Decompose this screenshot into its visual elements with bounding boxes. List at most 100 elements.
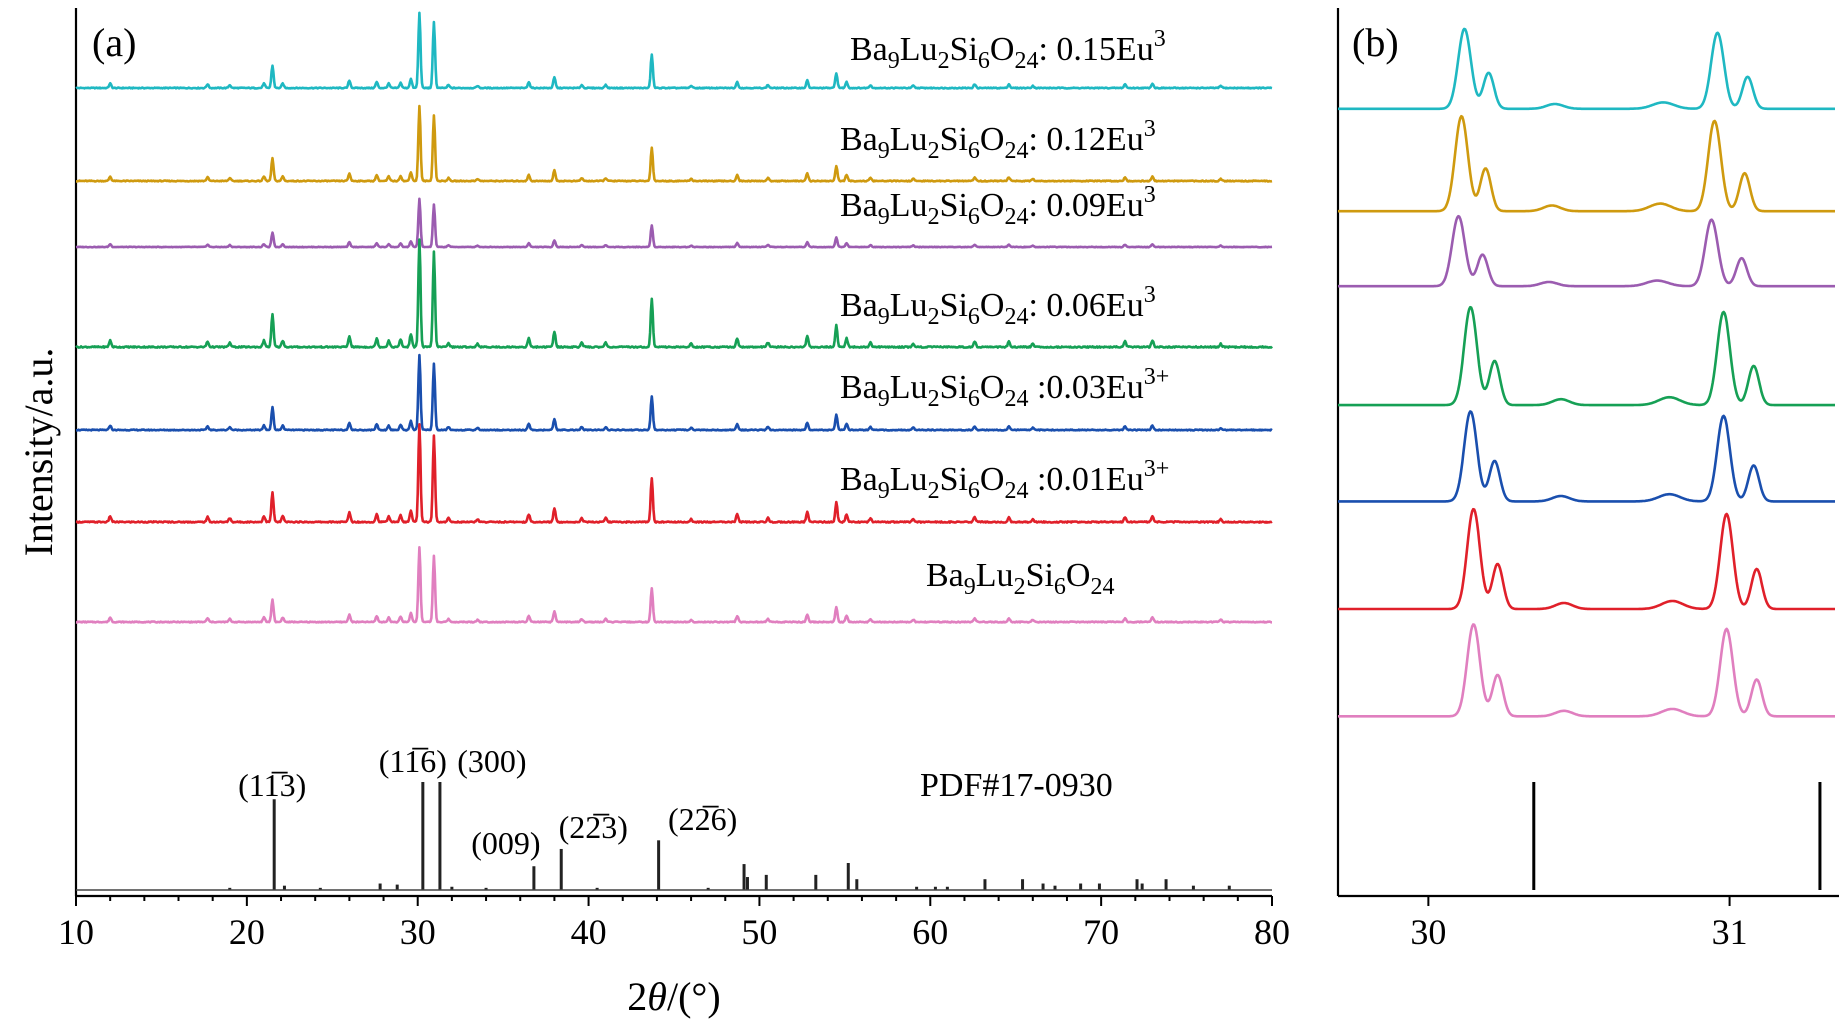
panel-a-series-2-label-part-9: 3: [1144, 182, 1156, 208]
panel-a-series-6-label-part-4: Si: [1026, 557, 1054, 594]
panel-a-series-0-line: [75, 11, 1273, 90]
panel-a-series-4-label-part-8: :0.03Eu: [1028, 369, 1143, 406]
panel-a-series-6-label-part-3: 2: [1014, 574, 1026, 600]
panel-a-series-5-label-part-5: 6: [968, 478, 980, 504]
panel-a-series-2-line: [75, 197, 1273, 249]
panel-b-reference: [1532, 782, 1822, 890]
panel-a-traces: [75, 11, 1274, 624]
panel-a-series-1-label-part-9: 3: [1144, 116, 1156, 142]
panel-b-x-tick-label-1: 31: [1712, 912, 1748, 952]
panel-a-series-0-label-part-8: : 0.15Eu: [1038, 31, 1153, 68]
panel-b-series-1-line: [1337, 115, 1836, 213]
panel-a-series-5-label-part-3: 2: [928, 478, 940, 504]
panel-a-series-2-label-part-8: : 0.09Eu: [1028, 187, 1143, 224]
panel-b-traces: [1337, 27, 1836, 718]
panel-a-series-5-label-part-6: O: [980, 461, 1005, 498]
panel-a-series-6-label-part-7: 24: [1090, 574, 1114, 600]
panel-a-hkl-label-0: (11̅3): [238, 767, 306, 803]
panel-a-series-2-label-part-0: Ba: [840, 187, 878, 224]
panel-a-series-4-label-part-4: Si: [940, 369, 968, 406]
panel-a-series-4-label-part-6: O: [980, 369, 1005, 406]
panel-a-series-0-label-part-4: Si: [950, 31, 978, 68]
panel-a-series-2-label-part-5: 6: [968, 204, 980, 230]
panel-b-x-ticks: 30 31: [1410, 896, 1748, 952]
panel-a-series-2-label-part-4: Si: [940, 187, 968, 224]
panel-a-series-4-label-part-7: 24: [1004, 386, 1028, 412]
panel-a-series-6-label-part-6: O: [1066, 557, 1091, 594]
panel-b-series-4-line: [1337, 410, 1836, 503]
panel-a-series-5-label-part-4: Si: [940, 461, 968, 498]
panel-a-series-3-label-part-0: Ba: [840, 287, 878, 324]
panel-a-x-tick-label-0: 10: [58, 912, 94, 952]
panel-a-series-0-label-part-9: 3: [1154, 26, 1166, 52]
panel-a-series-0-label-part-6: O: [990, 31, 1015, 68]
panel-a-series-6-label-part-2: Lu: [976, 557, 1014, 594]
panel-a-series-4-label-part-5: 6: [968, 386, 980, 412]
panel-a-series-0-label: Ba9Lu2Si6O24: 0.15Eu3: [850, 26, 1166, 74]
panel-a-series-1-label-part-5: 6: [968, 138, 980, 164]
panel-a-series-0-label-part-3: 2: [938, 48, 950, 74]
panel-a-x-tick-label-3: 40: [571, 912, 607, 952]
panel-a-series-3-label-part-5: 6: [968, 304, 980, 330]
panel-b-series-0-line: [1337, 27, 1836, 111]
panel-a-series-1-line: [75, 104, 1273, 183]
panel-a-x-tick-label-6: 70: [1083, 912, 1119, 952]
panel-a-series-3-line: [75, 238, 1274, 349]
panel-a-series-0-label-part-5: 6: [978, 48, 990, 74]
panel-a-series-4-label-part-1: 9: [878, 386, 890, 412]
panel-a-series-5-label-part-0: Ba: [840, 461, 878, 498]
panel-a-series-1-label-part-6: O: [980, 121, 1005, 158]
panel-a-series-0-label-part-7: 24: [1014, 48, 1038, 74]
panel-b-series-2-line: [1337, 214, 1836, 288]
panel-a-series-4-label-part-3: 2: [928, 386, 940, 412]
panel-a-series-4-label-part-0: Ba: [840, 369, 878, 406]
panel-a-x-tick-label-1: 20: [229, 912, 265, 952]
panel-a-label: (a): [92, 20, 136, 65]
panel-b-series-5-line: [1337, 507, 1836, 611]
panel-a-series-5-label-part-9: 3+: [1144, 456, 1170, 482]
panel-a-series-2-label-part-1: 9: [878, 204, 890, 230]
panel-a-series-2-label-part-3: 2: [928, 204, 940, 230]
panel-a-x-tick-label-4: 50: [741, 912, 777, 952]
panel-a-series-0-label-part-1: 9: [888, 48, 900, 74]
panel-a-series-0-label-part-2: Lu: [900, 31, 938, 68]
panel-a-series-1-label-part-0: Ba: [840, 121, 878, 158]
panel-b-label: (b): [1352, 20, 1399, 65]
panel-a-series-1-label-part-2: Lu: [890, 121, 928, 158]
panel-a-series-1-label-part-1: 9: [878, 138, 890, 164]
panel-b-x-tick-label-0: 30: [1410, 912, 1446, 952]
panel-a-series-2-label: Ba9Lu2Si6O24: 0.09Eu3: [840, 182, 1156, 230]
panel-b: (b) 30 31: [1336, 8, 1839, 952]
panel-a-series-5-label-part-8: :0.01Eu: [1028, 461, 1143, 498]
panel-b-series-6-line: [1337, 623, 1836, 718]
panel-a-series-3-label-part-2: Lu: [890, 287, 928, 324]
panel-a-series-4-label-part-9: 3+: [1144, 364, 1170, 390]
panel-a-series-2-label-part-2: Lu: [890, 187, 928, 224]
panel-a-series-5-label-part-1: 9: [878, 478, 890, 504]
panel-a-hkl-label-1: (11̅6): [379, 743, 447, 779]
panel-a-series-6-label-part-0: Ba: [926, 557, 964, 594]
panel-a-x-ticks: 10 20 30 40 50 60 70 80: [58, 896, 1290, 952]
panel-a-series-1-label-part-3: 2: [928, 138, 940, 164]
panel-a-series-2-label-part-6: O: [980, 187, 1005, 224]
panel-a-series-3-label-part-8: : 0.06Eu: [1028, 287, 1143, 324]
panel-b-series-3-line: [1337, 305, 1836, 407]
panel-a-series-3-label-part-7: 24: [1004, 304, 1028, 330]
panel-a-series-5-label-part-7: 24: [1004, 478, 1028, 504]
panel-a-series-5-label: Ba9Lu2Si6O24 :0.01Eu3+: [840, 456, 1169, 504]
panel-a-series-3-label-part-1: 9: [878, 304, 890, 330]
panel-a-hkl-label-4: (22̅3): [559, 809, 628, 845]
panel-a-series-0-label-part-0: Ba: [850, 31, 888, 68]
panel-a-hkl-label-5: (22̅6): [668, 801, 737, 837]
panel-a-series-3-label-part-6: O: [980, 287, 1005, 324]
panel-a-reference-label: PDF#17-0930: [920, 767, 1113, 804]
panel-a-series-3-label-part-9: 3: [1144, 282, 1156, 308]
panel-a-series-3-label-part-4: Si: [940, 287, 968, 324]
panel-a-series-6-label-part-5: 6: [1054, 574, 1066, 600]
panel-a-hkl-label-3: (009): [471, 825, 540, 861]
panel-a-series-1-label-part-8: : 0.12Eu: [1028, 121, 1143, 158]
panel-a-series-3-label-part-3: 2: [928, 304, 940, 330]
panel-a-series-3-label: Ba9Lu2Si6O24: 0.06Eu3: [840, 282, 1156, 330]
panel-a-series-2-label-part-7: 24: [1004, 204, 1028, 230]
